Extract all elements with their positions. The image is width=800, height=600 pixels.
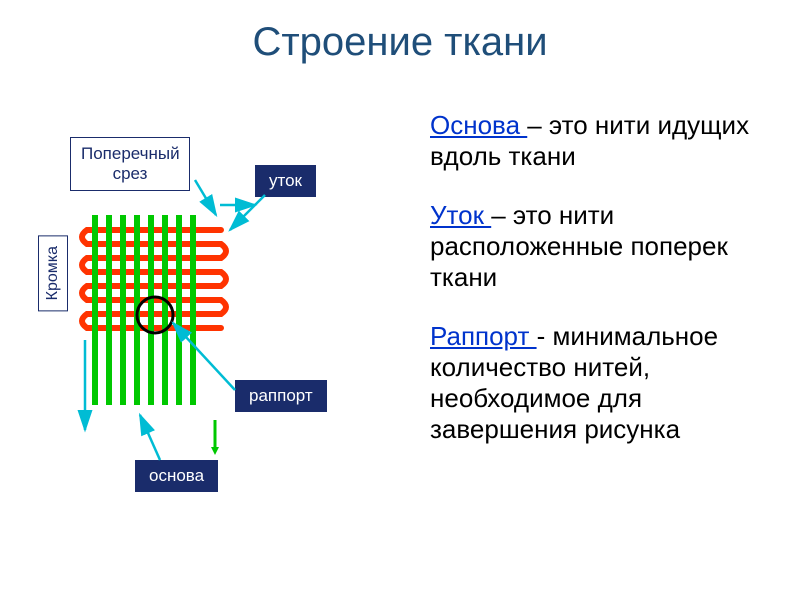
def-term: Раппорт [430,321,537,351]
arrow-rapport [173,323,235,390]
arrow-warp [140,415,160,460]
definitions-panel: Основа – это нити идущих вдоль ткани Уто… [430,110,750,473]
weave-diagram: Поперечный срез Кромка уток раппорт осно… [40,140,380,520]
def-rapport: Раппорт - минимальное количество нитей, … [430,321,750,445]
page-title: Строение ткани [252,20,547,65]
def-term: Основа [430,110,527,140]
arrow-cross-section [195,180,216,215]
def-term: Уток [430,200,491,230]
weave-svg [40,140,380,520]
arrow-weft [230,195,265,230]
def-weft: Уток – это нити расположенные поперек тк… [430,200,750,293]
def-warp: Основа – это нити идущих вдоль ткани [430,110,750,172]
